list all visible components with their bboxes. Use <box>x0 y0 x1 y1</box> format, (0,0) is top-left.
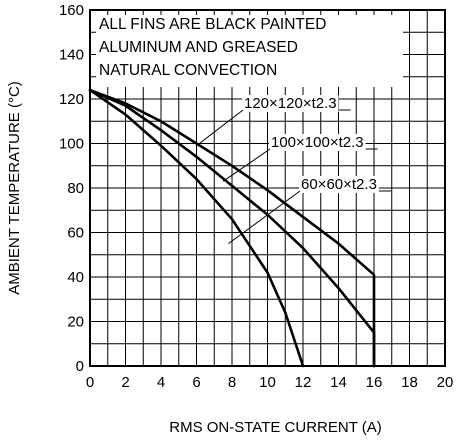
series-leader-line <box>228 190 301 245</box>
y-tick-label: 60 <box>67 225 84 242</box>
series-curves <box>88 88 376 368</box>
series-leader-line <box>196 109 244 147</box>
x-tick-label: 4 <box>157 374 165 391</box>
series-label-bg <box>242 95 339 112</box>
y-axis-label: AMBIENT TEMPERATURE (°C) <box>6 81 23 295</box>
series-leader-line <box>222 148 271 182</box>
y-tick-label: 100 <box>59 136 84 153</box>
x-tick-label: 10 <box>259 374 276 391</box>
note-line-1: ALL FINS ARE BLACK PAINTED <box>99 16 326 33</box>
y-tick-label: 0 <box>76 358 84 375</box>
series-label-bg <box>269 134 366 151</box>
series-labels: 120×120×t2.3 100×100×t2.3 60×60×t2.3 <box>196 95 391 245</box>
tick-labels: 0 2 4 6 8 10 12 14 16 18 20 0 20 40 60 80 100 120 140 160 <box>59 2 453 391</box>
x-tick-label: 16 <box>366 374 383 391</box>
notes: ALL FINS ARE BLACK PAINTED ALUMINUM AND … <box>96 15 403 87</box>
y-tick-label: 40 <box>67 269 84 286</box>
series-line-1 <box>88 88 376 368</box>
x-tick-label: 6 <box>192 374 200 391</box>
y-tick-label: 160 <box>59 2 84 19</box>
y-tick-label: 120 <box>59 91 84 108</box>
x-tick-label: 20 <box>437 374 454 391</box>
x-tick-label: 14 <box>330 374 347 391</box>
series-line-2 <box>88 88 376 368</box>
x-axis-label: RMS ON-STATE CURRENT (A) <box>169 419 382 436</box>
x-tick-label: 18 <box>401 374 418 391</box>
series-label-bg <box>299 176 379 193</box>
series-label-2: 100×100×t2.3 <box>271 134 364 151</box>
note-box <box>96 15 403 87</box>
x-tick-label: 2 <box>121 374 129 391</box>
y-tick-label: 80 <box>67 180 84 197</box>
x-tick-label: 8 <box>228 374 236 391</box>
series-label-3: 60×60×t2.3 <box>301 176 377 193</box>
y-tick-label: 140 <box>59 47 84 64</box>
y-tick-label: 20 <box>67 314 84 331</box>
note-line-2: ALUMINUM AND GREASED <box>99 39 298 56</box>
x-tick-label: 0 <box>86 374 94 391</box>
x-tick-label: 12 <box>295 374 312 391</box>
note-line-3: NATURAL CONVECTION <box>99 62 277 79</box>
plot-frame <box>89 9 446 367</box>
series-line-3 <box>88 88 305 368</box>
series-label-1: 120×120×t2.3 <box>244 95 337 112</box>
